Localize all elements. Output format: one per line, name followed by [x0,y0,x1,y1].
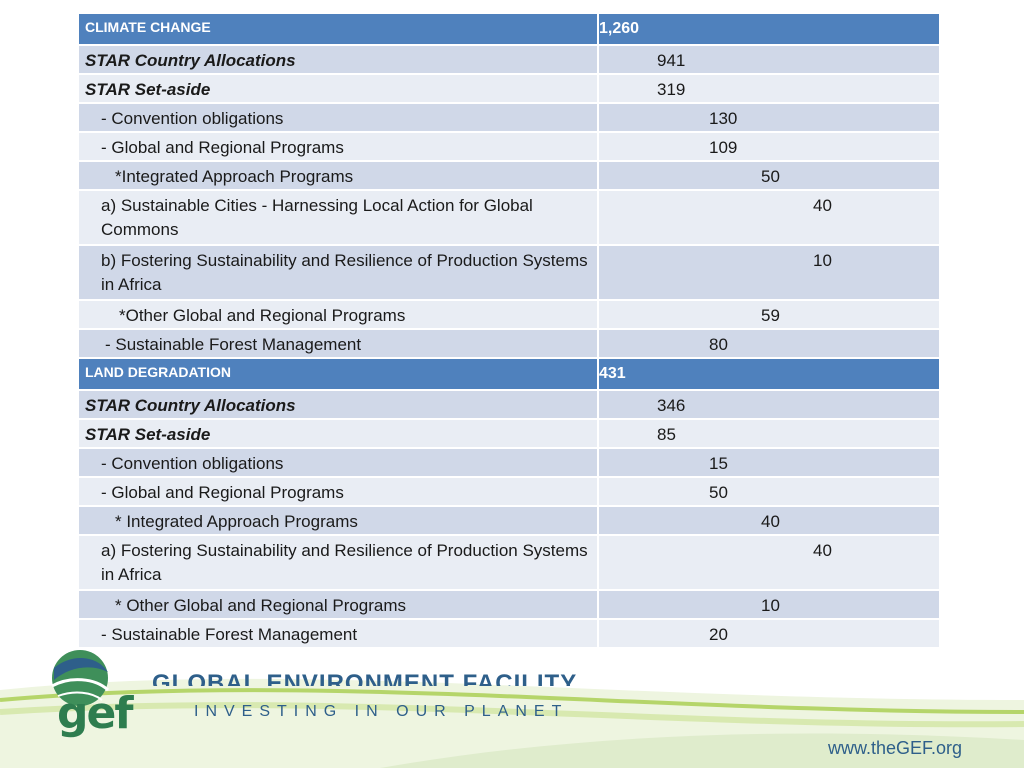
row-label: a) Fostering Sustainability and Resilien… [77,534,599,591]
row-value: 85 [597,418,941,449]
row-value: 941 [597,44,941,75]
section-header-land-degradation: LAND DEGRADATION 431 [77,357,941,391]
table-row: - Convention obligations 15 [77,447,941,478]
row-value: 40 [597,505,941,536]
table-row: STAR Country Allocations 346 [77,389,941,420]
table-row: - Convention obligations 130 [77,102,941,133]
row-value: 10 [597,589,941,620]
table-row: - Global and Regional Programs 109 [77,131,941,162]
row-label: - Global and Regional Programs [77,131,599,162]
website-link[interactable]: www.theGEF.org [828,738,963,758]
row-label: - Global and Regional Programs [77,476,599,507]
row-value: 20 [597,618,941,649]
table-row: STAR Set-aside 319 [77,73,941,104]
table-row: - Sustainable Forest Management 80 [77,328,941,359]
section-header-climate-change: CLIMATE CHANGE 1,260 [77,12,941,46]
row-label-text: a) Fostering Sustainability and Resilien… [101,541,588,584]
table-row: STAR Country Allocations 941 [77,44,941,75]
table-row: b) Fostering Sustainability and Resilien… [77,244,941,301]
row-value: 59 [597,299,941,330]
row-label: STAR Set-aside [77,418,599,449]
table-row: *Other Global and Regional Programs 59 [77,299,941,330]
row-value: 319 [597,73,941,104]
row-label: STAR Country Allocations [77,389,599,420]
table-row: - Global and Regional Programs 50 [77,476,941,507]
row-value: 10 [597,244,941,301]
table-row: STAR Set-aside 85 [77,418,941,449]
row-value: 346 [597,389,941,420]
gef-logo-text: gef [57,688,133,739]
row-label: *Integrated Approach Programs [77,160,599,191]
section-header-value: 431 [597,357,941,391]
row-label: * Integrated Approach Programs [77,505,599,536]
row-label: - Sustainable Forest Management [77,328,599,359]
org-name: GLOBAL ENVIRONMENT FACILITY [152,672,578,686]
table-row: a) Sustainable Cities - Harnessing Local… [77,189,941,246]
section-header-label: CLIMATE CHANGE [77,12,599,46]
row-label: - Convention obligations [77,447,599,478]
row-label: - Sustainable Forest Management [77,618,599,649]
gef-globe-icon [51,650,110,706]
row-value: 109 [597,131,941,162]
tagline: INVESTING IN OUR PLANET [194,703,569,720]
row-label-text: b) Fostering Sustainability and Resilien… [101,251,588,294]
row-label: b) Fostering Sustainability and Resilien… [77,244,599,301]
row-label: STAR Set-aside [77,73,599,104]
section-header-value: 1,260 [597,12,941,46]
table-row: * Other Global and Regional Programs 10 [77,589,941,620]
row-value: 80 [597,328,941,359]
table-row: a) Fostering Sustainability and Resilien… [77,534,941,591]
row-label-text: a) Sustainable Cities - Harnessing Local… [101,196,533,239]
row-label: - Convention obligations [77,102,599,133]
row-value: 130 [597,102,941,133]
section-header-label: LAND DEGRADATION [77,357,599,391]
row-value: 15 [597,447,941,478]
allocation-table: CLIMATE CHANGE 1,260 STAR Country Alloca… [77,12,941,649]
table-row: - Sustainable Forest Management 20 [77,618,941,649]
row-label: * Other Global and Regional Programs [77,589,599,620]
row-label: a) Sustainable Cities - Harnessing Local… [77,189,599,246]
table-row: *Integrated Approach Programs 50 [77,160,941,191]
row-value: 50 [597,160,941,191]
row-value: 40 [597,534,941,591]
row-value: 40 [597,189,941,246]
row-label: *Other Global and Regional Programs [77,299,599,330]
table-row: * Integrated Approach Programs 40 [77,505,941,536]
row-value: 50 [597,476,941,507]
row-label: STAR Country Allocations [77,44,599,75]
